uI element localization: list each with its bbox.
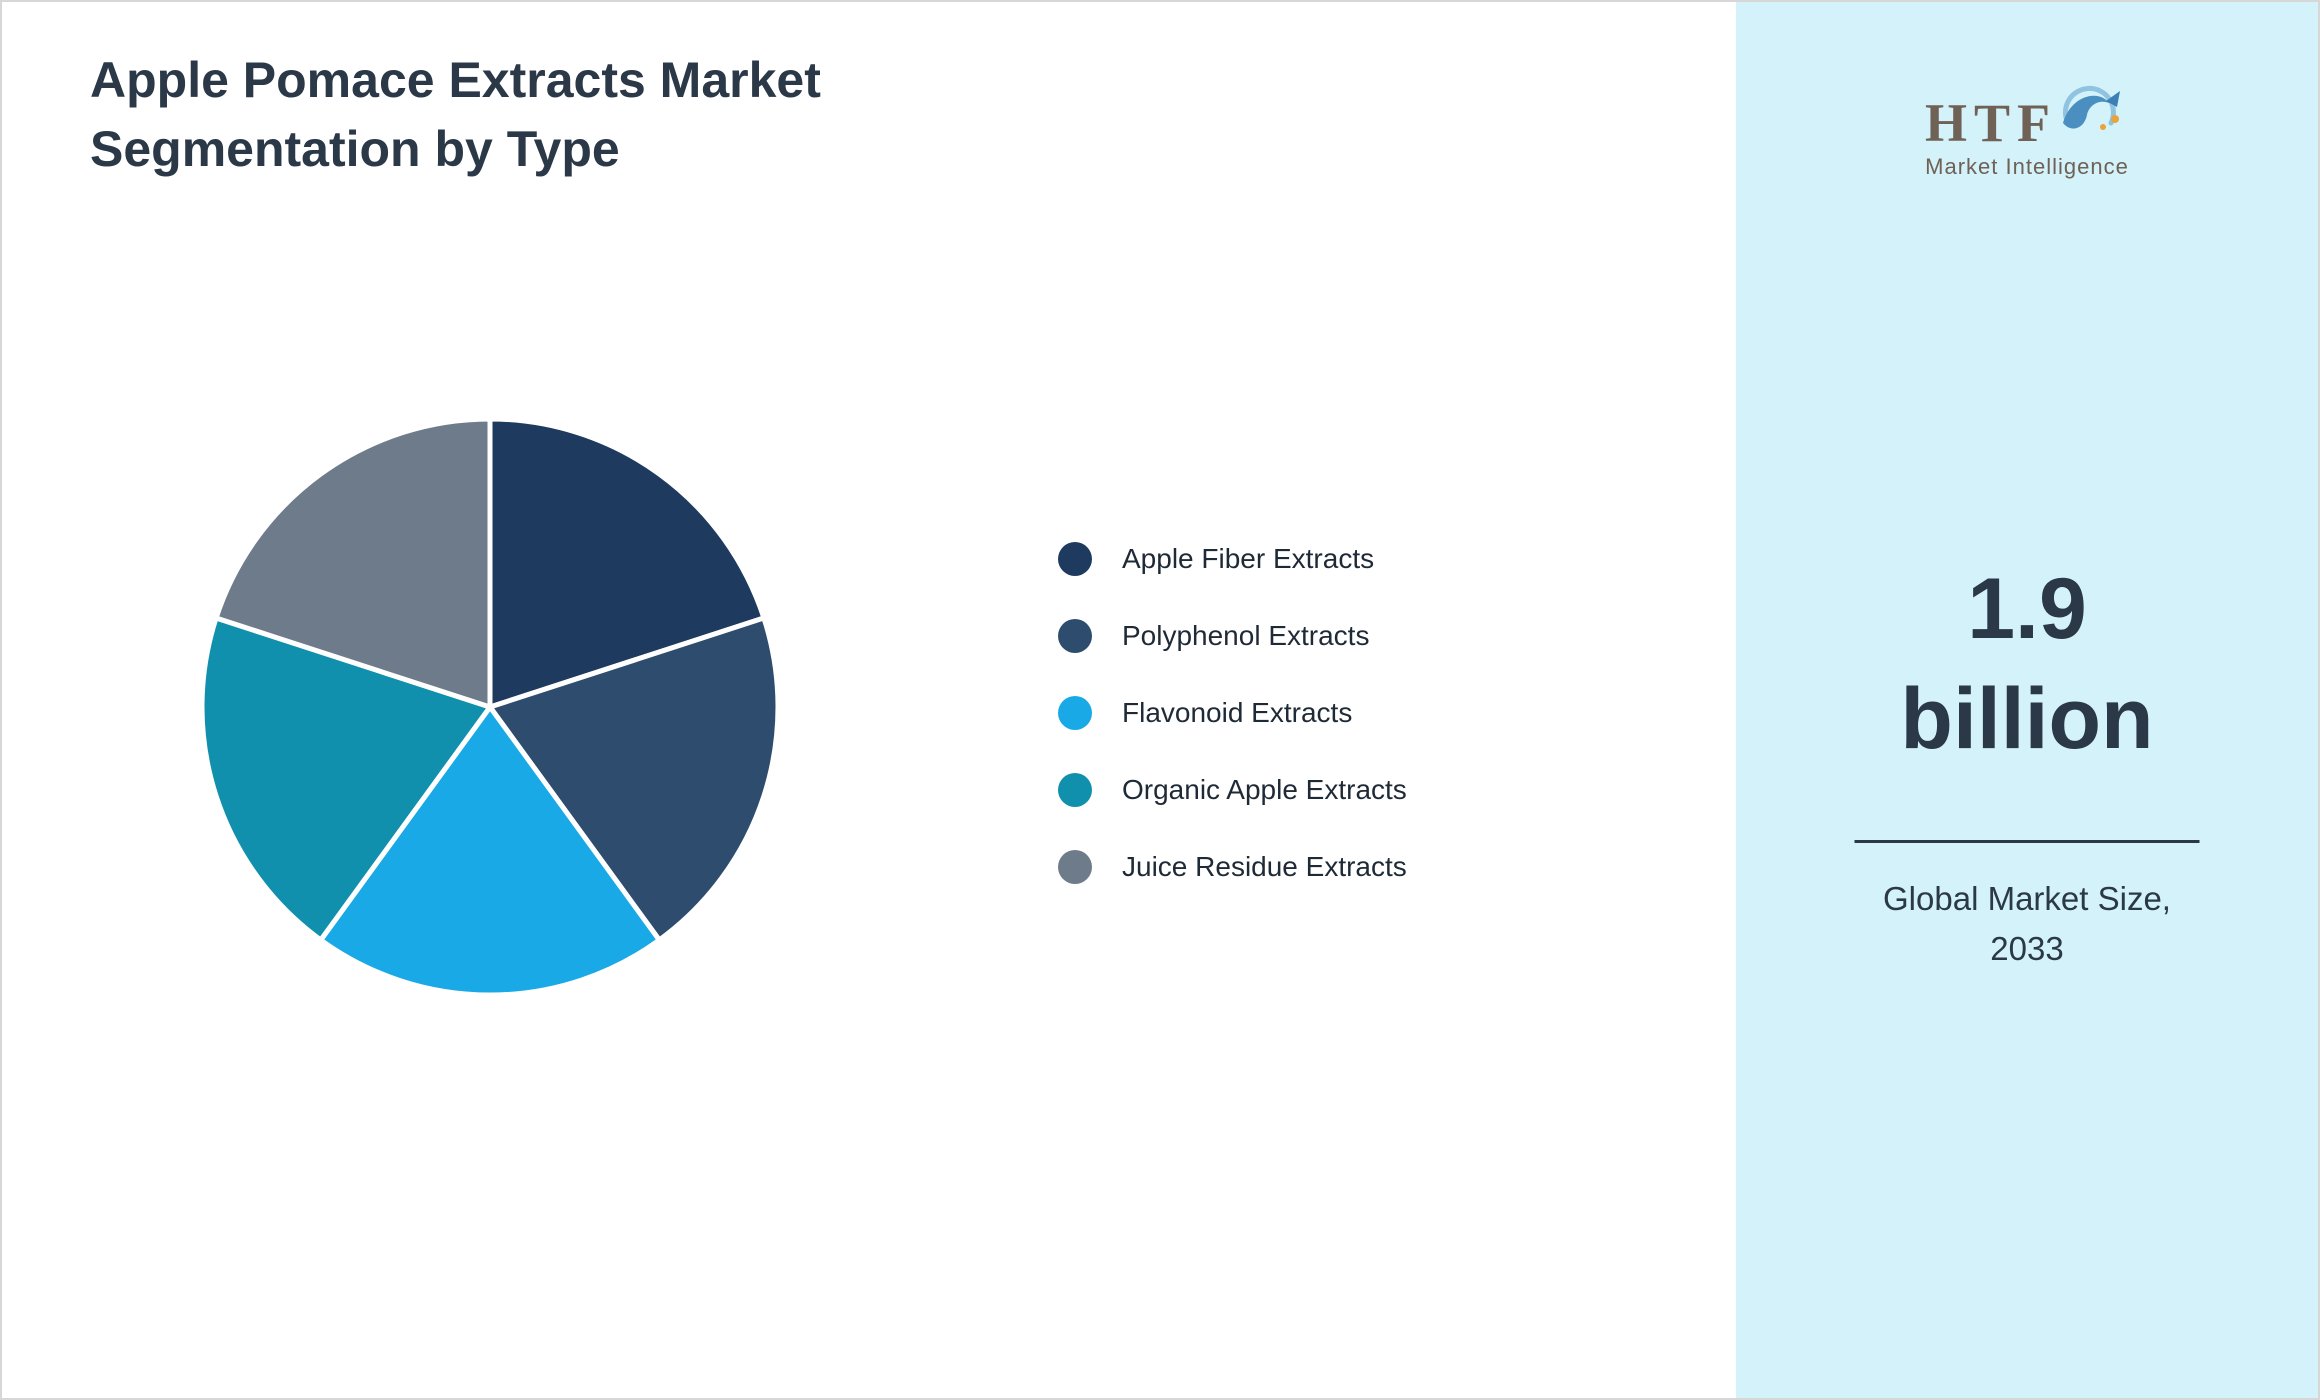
- divider-line: [1854, 840, 2200, 843]
- legend-item: Polyphenol Extracts: [1058, 597, 1407, 674]
- pie-slice: [213, 416, 493, 710]
- legend-label: Polyphenol Extracts: [1122, 619, 1370, 651]
- legend-label: Juice Residue Extracts: [1122, 850, 1407, 882]
- market-size-label: Global Market Size, 2033: [1736, 874, 2318, 973]
- legend-label: Flavonoid Extracts: [1122, 696, 1353, 728]
- legend-swatch: [1058, 695, 1092, 730]
- market-size-value: 1.9 billion: [1736, 554, 2318, 774]
- pie-slice: [487, 416, 767, 710]
- legend-label: Organic Apple Extracts: [1122, 773, 1407, 805]
- pie-chart: [199, 416, 781, 998]
- legend-swatch: [1058, 772, 1092, 807]
- legend: Apple Fiber Extracts Polyphenol Extracts F…: [1058, 520, 1407, 905]
- logo-subtext: Market Intelligence: [1925, 154, 2129, 179]
- pie-slice: [487, 615, 781, 943]
- pie-slice: [318, 704, 662, 998]
- legend-swatch: [1058, 618, 1092, 653]
- legend-item: Flavonoid Extracts: [1058, 674, 1407, 751]
- logo-text: HTF: [1924, 93, 2057, 153]
- market-size-label-line2: 2033: [1990, 929, 2064, 967]
- legend-item: Organic Apple Extracts: [1058, 751, 1407, 828]
- market-size-label-line1: Global Market Size,: [1883, 880, 2171, 917]
- dolphin-icon: [2051, 79, 2129, 154]
- legend-swatch: [1058, 541, 1092, 576]
- chart-title: Apple Pomace Extracts Market Segmentatio…: [90, 52, 821, 177]
- legend-label: Apple Fiber Extracts: [1122, 542, 1375, 574]
- legend-swatch: [1058, 849, 1092, 884]
- market-size-value-number: 1.9: [1967, 561, 2087, 657]
- sidebar-panel: HTF Market Intelligence 1.9 billion: [1736, 2, 2318, 1398]
- legend-item: Apple Fiber Extracts: [1058, 520, 1407, 597]
- legend-item: Juice Residue Extracts: [1058, 828, 1407, 905]
- pie-slice: [199, 615, 493, 943]
- market-size-value-unit: billion: [1900, 671, 2154, 768]
- htf-logo: HTF Market Intelligence: [1736, 85, 2318, 180]
